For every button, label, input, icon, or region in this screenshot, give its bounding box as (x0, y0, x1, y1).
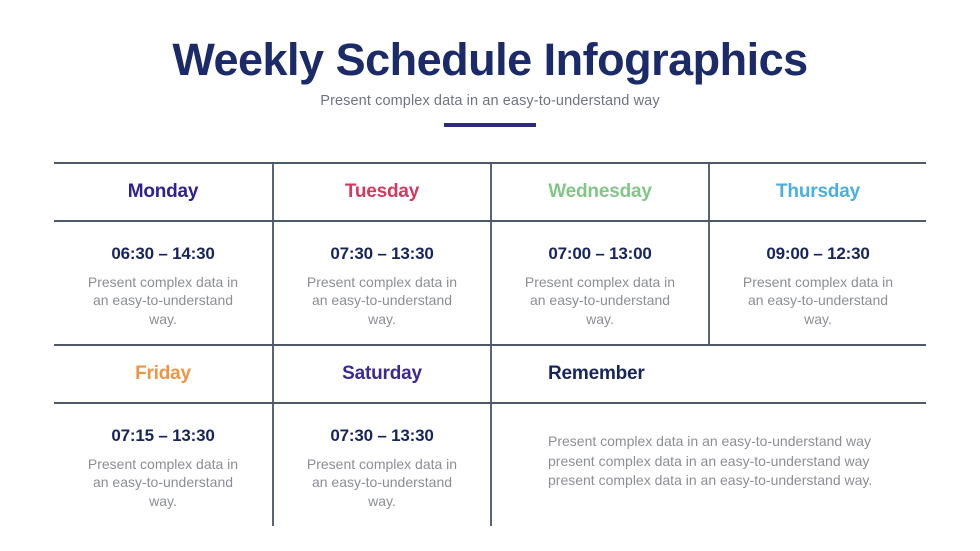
day-header-tuesday[interactable]: Tuesday (272, 164, 490, 220)
cell-description: Present complex data in an easy-to-under… (524, 274, 676, 327)
cell-description: Present complex data in an easy-to-under… (306, 274, 458, 327)
time-range: 07:15 – 13:30 (111, 426, 215, 445)
schedule-cell-thursday[interactable]: 09:00 – 12:30 Present complex data in an… (708, 222, 926, 344)
schedule-body-row-2: 07:15 – 13:30 Present complex data in an… (54, 404, 926, 526)
day-header-saturday[interactable]: Saturday (272, 346, 490, 402)
day-label: Saturday (342, 363, 422, 384)
cell-description: Present complex data in an easy-to-under… (742, 274, 894, 327)
page-subtitle: Present complex data in an easy-to-under… (320, 93, 660, 110)
schedule-cell-saturday[interactable]: 07:30 – 13:30 Present complex data in an… (272, 404, 490, 526)
schedule-cell-wednesday[interactable]: 07:00 – 13:00 Present complex data in an… (490, 222, 708, 344)
time-range: 09:00 – 12:30 (766, 244, 870, 263)
schedule-cell-remember[interactable]: Present complex data in an easy-to-under… (490, 404, 926, 526)
schedule-header-row-1: Monday Tuesday Wednesday Thursday (54, 162, 926, 222)
time-range: 07:00 – 13:00 (548, 244, 652, 263)
weekly-schedule-table: Monday Tuesday Wednesday Thursday 06:30 … (54, 162, 926, 526)
day-label: Thursday (776, 181, 860, 202)
schedule-cell-friday[interactable]: 07:15 – 13:30 Present complex data in an… (54, 404, 272, 526)
day-label: Monday (127, 181, 199, 202)
day-header-thursday[interactable]: Thursday (708, 164, 926, 220)
day-header-wednesday[interactable]: Wednesday (490, 164, 708, 220)
time-range: 07:30 – 13:30 (330, 244, 434, 263)
day-label: Wednesday (548, 181, 652, 202)
remember-description: Present complex data in an easy-to-under… (548, 433, 873, 489)
slide-header: Weekly Schedule Infographics Present com… (0, 0, 980, 128)
day-label: Tuesday (344, 181, 420, 202)
time-range: 06:30 – 14:30 (111, 244, 215, 263)
cell-description: Present complex data in an easy-to-under… (87, 274, 239, 327)
day-header-remember[interactable]: Remember (490, 346, 926, 402)
schedule-cell-tuesday[interactable]: 07:30 – 13:30 Present complex data in an… (272, 222, 490, 344)
day-label: Friday (135, 363, 191, 384)
schedule-header-row-2: Friday Saturday Remember (54, 344, 926, 404)
day-header-monday[interactable]: Monday (54, 164, 272, 220)
page-title: Weekly Schedule Infographics (172, 34, 808, 85)
time-range: 07:30 – 13:30 (330, 426, 434, 445)
schedule-cell-monday[interactable]: 06:30 – 14:30 Present complex data in an… (54, 222, 272, 344)
schedule-body-row-1: 06:30 – 14:30 Present complex data in an… (54, 222, 926, 344)
day-header-friday[interactable]: Friday (54, 346, 272, 402)
cell-description: Present complex data in an easy-to-under… (87, 456, 239, 509)
accent-divider-bar (444, 123, 536, 128)
day-label: Remember (548, 363, 645, 384)
cell-description: Present complex data in an easy-to-under… (306, 456, 458, 509)
